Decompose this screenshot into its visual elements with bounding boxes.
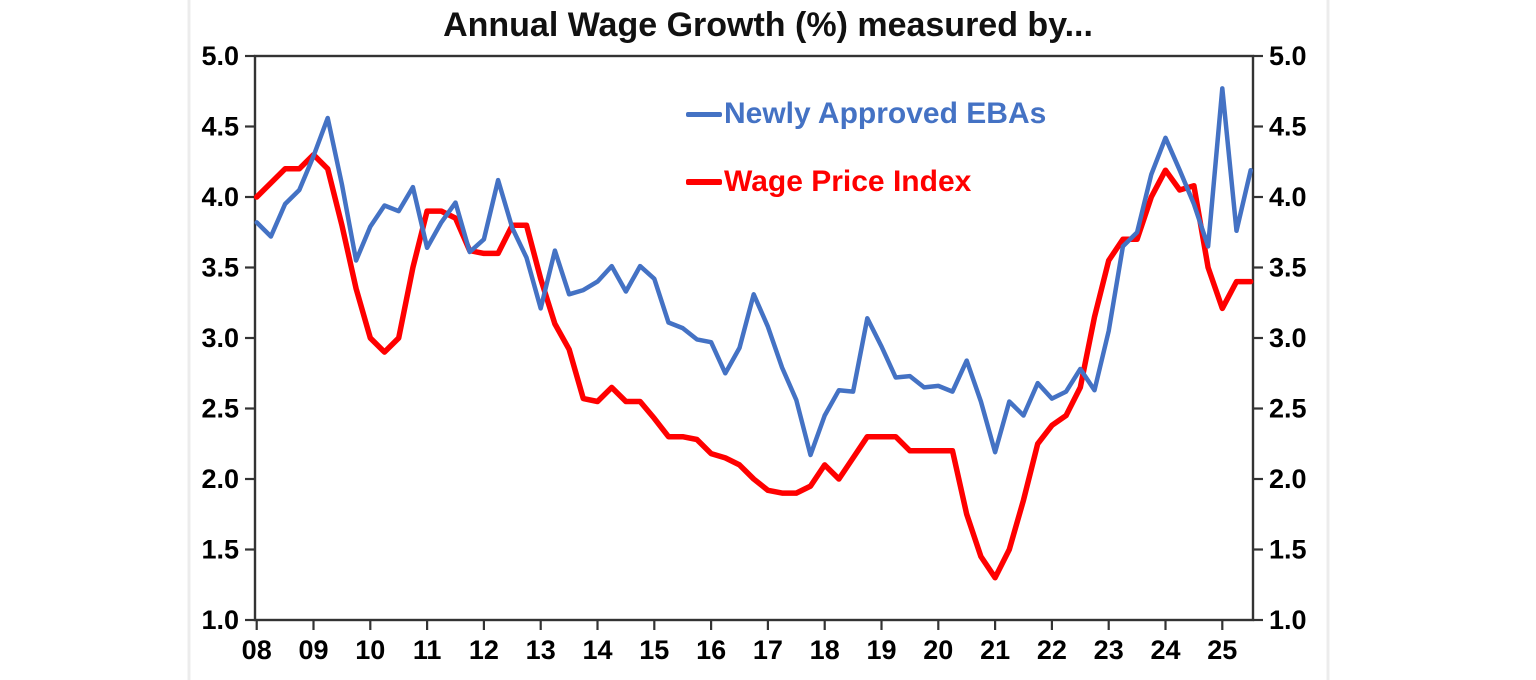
x-axis-label: 21: [980, 635, 1010, 665]
x-axis-label: 13: [526, 635, 556, 665]
y-axis-label-right: 2.0: [1269, 464, 1307, 494]
x-axis-label: 10: [355, 635, 385, 665]
x-axis-label: 08: [242, 635, 272, 665]
y-axis-label-left: 4.0: [201, 182, 239, 212]
artifact-lines: [187, 0, 1330, 680]
y-axis-label-left: 4.5: [201, 112, 239, 142]
y-axis-label-right: 3.5: [1269, 253, 1307, 283]
y-axis-label-left: 3.0: [201, 323, 239, 353]
x-axis-label: 14: [582, 635, 612, 665]
y-axis-label-right: 3.0: [1269, 323, 1307, 353]
axes: [253, 54, 1255, 622]
y-axis-label-left: 2.0: [201, 464, 239, 494]
x-axis-label: 16: [696, 635, 726, 665]
y-axis-label-right: 1.0: [1269, 605, 1307, 635]
x-axis-label: 24: [1150, 635, 1180, 665]
wpi-line-swatch-icon: [686, 179, 722, 185]
legend-entry-ebas: Newly Approved EBAs: [686, 97, 1046, 131]
x-axis-label: 22: [1037, 635, 1067, 665]
y-axis-ticks-labels: 1.0 1.0 1.5 1.5 2.0 2.0 2.5 2.5 3.0 3.0 3.5 3.5 4.0 4…: [201, 41, 1306, 635]
y-axis-label-left: 2.5: [201, 394, 239, 424]
legend-label-wpi: Wage Price Index: [724, 165, 972, 198]
legend-label-ebas: Newly Approved EBAs: [724, 97, 1047, 130]
x-axis-label: 17: [753, 635, 783, 665]
y-axis-label-right: 5.0: [1269, 41, 1307, 71]
x-axis-label: 12: [469, 635, 499, 665]
y-axis-label-left: 5.0: [201, 41, 239, 71]
x-axis-label: 20: [923, 635, 953, 665]
y-axis-label-right: 4.0: [1269, 182, 1307, 212]
legend-entry-wpi: Wage Price Index: [686, 165, 971, 199]
x-axis-ticks-labels: 08 09 10 11 12 13 14 15 16 17 18 19 20 21 22 23 24 25: [242, 620, 1237, 665]
y-axis-label-left: 3.5: [201, 253, 239, 283]
x-axis-label: 11: [413, 635, 442, 665]
x-axis-label: 19: [866, 635, 896, 665]
y-axis-label-right: 1.5: [1269, 535, 1307, 565]
x-axis-label: 09: [298, 635, 328, 665]
x-axis-label: 18: [810, 635, 840, 665]
ebas-line: [254, 86, 1253, 458]
x-axis-label: 15: [639, 635, 669, 665]
chart-title: Annual Wage Growth (%) measured by...: [443, 6, 1093, 44]
y-axis-label-left: 1.5: [201, 535, 239, 565]
x-axis-label: 23: [1094, 635, 1124, 665]
y-axis-label-left: 1.0: [201, 605, 239, 635]
y-axis-label-right: 2.5: [1269, 394, 1307, 424]
y-axis-label-right: 4.5: [1269, 112, 1307, 142]
ebas-line-swatch-icon: [686, 111, 722, 117]
x-axis-label: 25: [1207, 635, 1237, 665]
